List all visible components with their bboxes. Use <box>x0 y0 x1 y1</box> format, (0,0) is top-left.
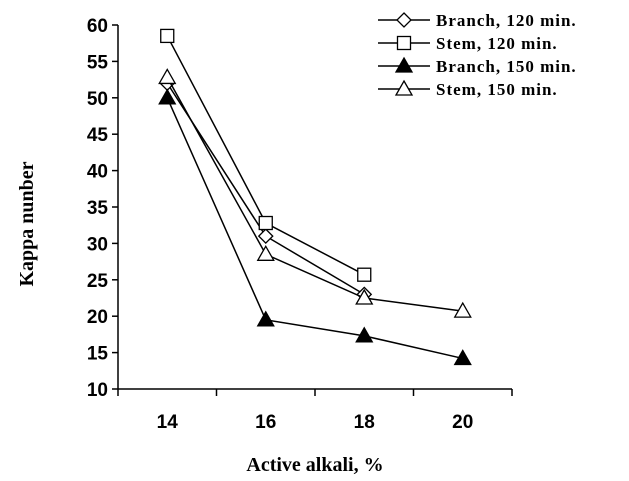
legend-entry: Stem, 120 min. <box>378 34 558 53</box>
x-tick-label: 16 <box>255 412 276 433</box>
y-tick-label: 55 <box>87 52 109 73</box>
y-tick-label: 20 <box>87 307 108 328</box>
series-line <box>166 82 365 296</box>
x-tick-label: 18 <box>354 412 375 433</box>
data-point <box>256 245 275 261</box>
y-tick-label: 15 <box>87 344 109 365</box>
legend-marker <box>396 35 412 51</box>
legend-entry: Branch, 120 min. <box>378 11 577 30</box>
series-layer <box>158 28 472 366</box>
series-line <box>166 97 463 360</box>
y-tick-label: 10 <box>87 380 108 401</box>
data-point <box>158 88 177 105</box>
data-point <box>453 349 472 366</box>
legend-label: Stem, 120 min. <box>436 34 558 53</box>
y-axis-title: Kappa nunber <box>16 161 38 286</box>
legend-label: Branch, 120 min. <box>436 11 577 30</box>
data-point <box>160 28 175 44</box>
legend: Branch, 120 min. Stem, 120 min. Branch, 15… <box>378 11 577 99</box>
legend-marker <box>394 56 414 73</box>
legend-label: Branch, 150 min. <box>436 57 577 76</box>
x-tick-label: 14 <box>157 412 179 433</box>
y-tick-label: 25 <box>87 271 109 292</box>
x-axis-title: Active alkali, % <box>246 454 383 476</box>
y-tick-label: 50 <box>87 89 108 110</box>
data-point <box>453 301 472 318</box>
series-2 <box>158 88 472 366</box>
data-point <box>355 326 374 343</box>
legend-marker <box>394 79 414 96</box>
series-line <box>166 77 463 312</box>
data-point <box>258 215 273 231</box>
y-tick-label: 45 <box>87 125 109 146</box>
data-point <box>257 228 274 245</box>
y-tick-label: 40 <box>87 162 108 183</box>
axes: 10 15 20 25 30 35 40 45 50 55 60 14 16 18 20 <box>87 16 513 433</box>
series-1 <box>160 28 372 282</box>
data-point <box>256 310 275 327</box>
legend-entry: Branch, 150 min. <box>378 56 577 76</box>
y-tick-label: 30 <box>87 234 108 255</box>
x-tick-label: 20 <box>452 412 473 433</box>
y-tick-label: 35 <box>87 198 109 219</box>
legend-entry: Stem, 150 min. <box>378 79 558 99</box>
data-point <box>158 68 177 85</box>
data-point <box>357 267 372 282</box>
legend-marker <box>396 12 412 28</box>
series-0 <box>159 75 373 303</box>
legend-label: Stem, 150 min. <box>436 80 558 99</box>
series-3 <box>158 68 472 318</box>
data-point <box>355 288 374 305</box>
y-tick-label: 60 <box>87 16 108 37</box>
